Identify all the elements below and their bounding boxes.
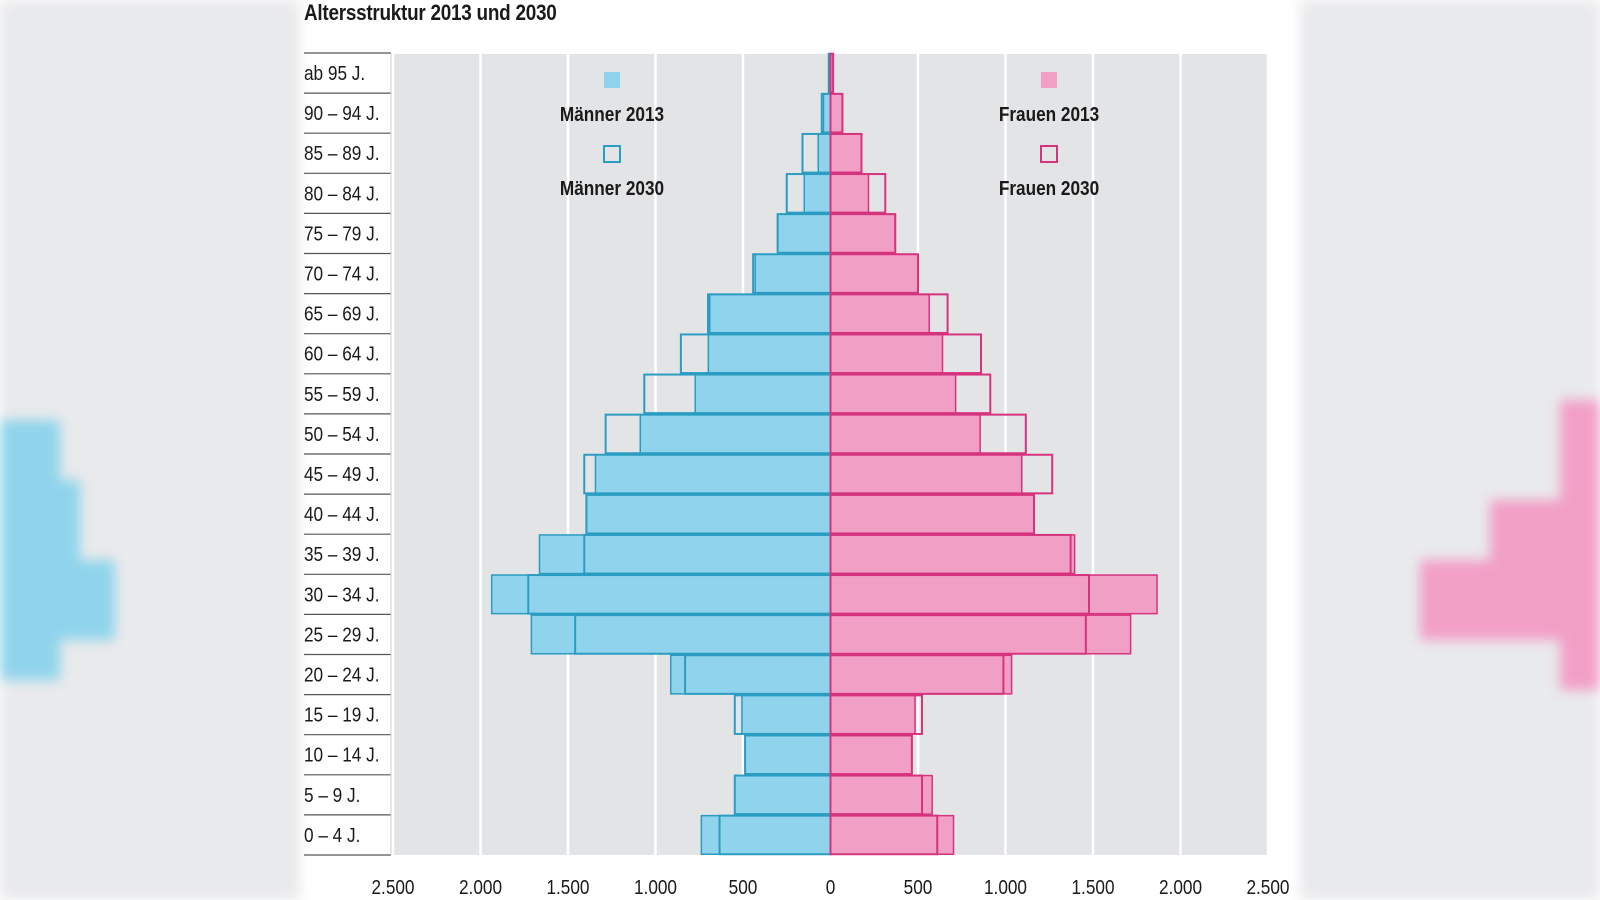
- age-group-label: 60 – 64 J.: [304, 343, 379, 366]
- age-group-label: ab 95 J.: [304, 62, 365, 85]
- x-tick-label: 0: [826, 876, 836, 899]
- legend-label-men-2030: Männer 2030: [560, 177, 664, 200]
- bar-männer-2013: [700, 814, 832, 856]
- age-group-label: 25 – 29 J.: [304, 623, 379, 646]
- bar-männer-2013: [585, 494, 832, 535]
- x-tick-label: 2.000: [1159, 876, 1202, 899]
- x-tick-label: 2.500: [1246, 876, 1289, 899]
- legend-swatch-women-2013: [1041, 72, 1057, 88]
- age-group-label: 15 – 19 J.: [304, 703, 379, 726]
- x-tick-label: 1.500: [546, 876, 589, 899]
- age-group-label: 65 – 69 J.: [304, 302, 379, 325]
- bar-frauen-2013: [829, 293, 930, 334]
- legend-label-women-2030: Frauen 2030: [999, 177, 1099, 200]
- bar-frauen-2013: [829, 333, 944, 374]
- bar-frauen-2013: [829, 574, 1158, 615]
- age-group-label: 80 – 84 J.: [304, 182, 379, 205]
- x-tick-label: 1.000: [984, 876, 1027, 899]
- bar-frauen-2013: [829, 774, 933, 815]
- bar-frauen-2013: [829, 614, 1132, 655]
- age-group-label: 35 – 39 J.: [304, 543, 379, 566]
- bar-männer-2013: [822, 93, 832, 134]
- age-group-label: 90 – 94 J.: [304, 102, 379, 125]
- bar-frauen-2013: [829, 93, 844, 134]
- age-group-label: 20 – 24 J.: [304, 663, 379, 686]
- age-group-label: 55 – 59 J.: [304, 383, 379, 406]
- legend-swatch-men-2013: [604, 72, 620, 88]
- chart-title: Altersstruktur 2013 und 2030: [304, 0, 557, 25]
- bar-männer-2013: [744, 734, 832, 775]
- bar-männer-2013: [803, 173, 832, 214]
- x-tick-label: 1.000: [634, 876, 677, 899]
- blurred-right-background: [1300, 0, 1600, 900]
- age-group-label: 5 – 9 J.: [304, 784, 360, 807]
- bar-männer-2013: [694, 373, 832, 414]
- bar-männer-2013: [594, 454, 832, 495]
- age-group-label: 45 – 49 J.: [304, 463, 379, 486]
- bar-männer-2013: [754, 253, 832, 294]
- bar-frauen-2013: [829, 373, 957, 414]
- bar-frauen-2013: [829, 213, 896, 254]
- bar-frauen-2013: [829, 133, 863, 174]
- bar-frauen-2013: [829, 814, 955, 856]
- bar-männer-2013: [741, 694, 832, 735]
- bar-frauen-2013: [829, 413, 981, 454]
- bar-frauen-2013: [829, 454, 1023, 495]
- bar-frauen-2013: [829, 654, 1013, 695]
- bar-frauen-2013: [829, 494, 1035, 535]
- age-group-label: 75 – 79 J.: [304, 222, 379, 245]
- legend-swatch-women-2030: [1040, 145, 1058, 163]
- bar-frauen-2013: [829, 734, 913, 775]
- age-group-label: 70 – 74 J.: [304, 262, 379, 285]
- age-group-label: 30 – 34 J.: [304, 583, 379, 606]
- bar-männer-2013: [490, 574, 832, 615]
- legend-swatch-men-2030: [603, 145, 621, 163]
- bar-männer-2013: [734, 774, 832, 815]
- x-tick-label: 1.500: [1071, 876, 1114, 899]
- bar-frauen-2013: [829, 173, 870, 214]
- bar-männer-2013: [538, 534, 832, 575]
- bar-männer-2013: [639, 413, 832, 454]
- bar-männer-2013: [709, 293, 832, 334]
- bar-männer-2013: [817, 133, 832, 174]
- age-group-label: 85 – 89 J.: [304, 142, 379, 165]
- x-tick-label: 2.500: [371, 876, 414, 899]
- bar-männer-2013: [530, 614, 832, 655]
- x-tick-label: 500: [729, 876, 758, 899]
- bar-frauen-2013: [829, 694, 916, 735]
- x-tick-label: 2.000: [459, 876, 502, 899]
- bar-männer-2013: [669, 654, 832, 695]
- legend-label-men-2013: Männer 2013: [560, 103, 664, 126]
- legend-label-women-2013: Frauen 2013: [999, 103, 1099, 126]
- age-group-label: 50 – 54 J.: [304, 423, 379, 446]
- age-group-label: 40 – 44 J.: [304, 503, 379, 526]
- bar-männer-2013: [776, 213, 832, 254]
- x-tick-label: 500: [904, 876, 933, 899]
- bar-männer-2013: [707, 333, 832, 374]
- age-group-label: 0 – 4 J.: [304, 824, 360, 847]
- bar-frauen-2013: [829, 253, 919, 294]
- blurred-left-background: [0, 0, 300, 900]
- bar-frauen-2013: [829, 534, 1076, 575]
- age-group-label: 10 – 14 J.: [304, 744, 379, 767]
